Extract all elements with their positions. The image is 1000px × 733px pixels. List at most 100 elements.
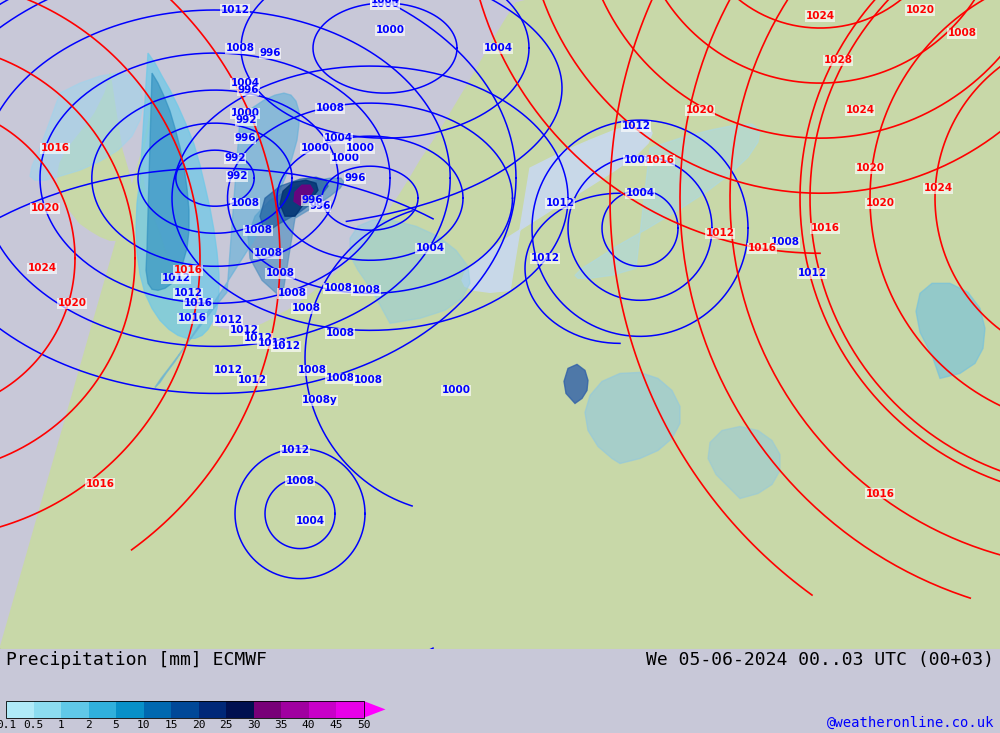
Text: 50: 50 (357, 721, 370, 730)
Text: 1012: 1012 (622, 121, 650, 131)
Text: 996: 996 (309, 202, 331, 211)
Bar (61, 701, 88, 718)
Text: 2: 2 (85, 721, 92, 730)
Text: 1016: 1016 (748, 243, 776, 254)
Text: 1012: 1012 (546, 198, 574, 208)
Text: 1012: 1012 (174, 288, 202, 298)
Text: 1028: 1028 (824, 55, 852, 65)
Text: 1008: 1008 (226, 43, 254, 53)
Text: 5: 5 (113, 721, 119, 730)
Text: 1012: 1012 (706, 228, 734, 238)
Text: 996: 996 (344, 173, 366, 183)
Text: 1016: 1016 (184, 298, 212, 309)
Text: 1008: 1008 (244, 225, 272, 235)
Text: 992: 992 (235, 115, 257, 125)
Text: 1: 1 (58, 721, 64, 730)
Text: 1020: 1020 (906, 5, 934, 15)
Bar (171, 701, 198, 718)
Text: 1000: 1000 (370, 0, 400, 9)
Text: 996: 996 (237, 85, 259, 95)
Text: 1008: 1008 (230, 198, 260, 208)
Bar (336, 701, 364, 718)
Text: 1008: 1008 (354, 375, 382, 386)
Bar (308, 701, 336, 718)
Text: 996: 996 (259, 48, 281, 58)
Polygon shape (364, 701, 386, 718)
Text: 1016: 1016 (174, 265, 202, 276)
Polygon shape (260, 177, 328, 233)
Text: 1016: 1016 (810, 224, 840, 233)
Text: 1024: 1024 (27, 263, 57, 273)
Text: 1000: 1000 (230, 108, 260, 118)
Polygon shape (280, 180, 318, 216)
Bar (6, 701, 34, 718)
Text: 0.5: 0.5 (23, 721, 44, 730)
Text: 1020: 1020 (686, 105, 714, 115)
Text: 1012: 1012 (162, 273, 190, 283)
Text: 1024: 1024 (805, 11, 835, 21)
Text: 1012: 1012 (798, 268, 826, 279)
Text: 1000: 1000 (376, 25, 404, 35)
Polygon shape (30, 73, 143, 180)
Bar (198, 701, 226, 718)
Text: 1008: 1008 (286, 476, 314, 485)
Text: 1008: 1008 (292, 303, 320, 313)
Text: 0.1: 0.1 (0, 721, 16, 730)
Polygon shape (155, 93, 299, 388)
Text: 1004: 1004 (370, 0, 400, 5)
Text: 1024: 1024 (845, 105, 875, 115)
Text: 1004: 1004 (230, 78, 260, 88)
Polygon shape (136, 53, 219, 339)
Polygon shape (294, 185, 313, 205)
Text: 1012: 1012 (238, 375, 266, 386)
Text: 1000: 1000 (442, 386, 471, 395)
Polygon shape (0, 0, 1000, 649)
Text: 40: 40 (302, 721, 315, 730)
Text: 992: 992 (226, 172, 248, 181)
Text: 1020: 1020 (856, 163, 885, 173)
Text: 1012: 1012 (220, 5, 250, 15)
Text: 1008: 1008 (624, 155, 652, 165)
Bar (6, 701, 364, 718)
Bar (281, 701, 308, 718)
Text: 1020: 1020 (58, 298, 87, 309)
Text: 1012: 1012 (214, 366, 242, 375)
Polygon shape (462, 123, 652, 292)
Text: 1008: 1008 (298, 366, 326, 375)
Polygon shape (916, 284, 985, 378)
Text: 1008: 1008 (948, 28, 976, 38)
Text: 1020: 1020 (30, 203, 60, 213)
Text: 1024: 1024 (923, 183, 953, 194)
Polygon shape (350, 220, 470, 323)
Text: 1004: 1004 (415, 243, 445, 254)
Text: 1000: 1000 (330, 153, 360, 163)
Text: 1000: 1000 (300, 143, 330, 153)
Bar (226, 701, 254, 718)
Text: We 05-06-2024 00..03 UTC (00+03): We 05-06-2024 00..03 UTC (00+03) (646, 651, 994, 669)
Polygon shape (688, 0, 882, 388)
Text: 1008: 1008 (278, 288, 306, 298)
Polygon shape (146, 73, 189, 290)
Text: 1008: 1008 (770, 237, 800, 247)
Text: 45: 45 (329, 721, 343, 730)
Text: 20: 20 (192, 721, 205, 730)
Text: 992: 992 (224, 153, 246, 163)
Text: 1012: 1012 (530, 254, 560, 263)
Text: 1004: 1004 (625, 188, 655, 198)
Text: 1020: 1020 (866, 198, 895, 208)
Text: 1012: 1012 (230, 325, 258, 336)
Text: 1016: 1016 (40, 143, 70, 153)
Text: 1008: 1008 (324, 284, 352, 293)
Text: 1000: 1000 (346, 143, 374, 153)
Text: 1012: 1012 (272, 342, 300, 351)
Bar (116, 701, 144, 718)
Text: 1012: 1012 (280, 446, 310, 455)
Text: 25: 25 (219, 721, 233, 730)
Bar (144, 701, 171, 718)
Text: 1004: 1004 (323, 133, 353, 143)
Text: 1008: 1008 (266, 268, 294, 279)
Text: 1016: 1016 (178, 313, 207, 323)
Text: 996: 996 (301, 195, 323, 205)
Text: 1008: 1008 (316, 103, 344, 113)
Polygon shape (58, 73, 136, 240)
